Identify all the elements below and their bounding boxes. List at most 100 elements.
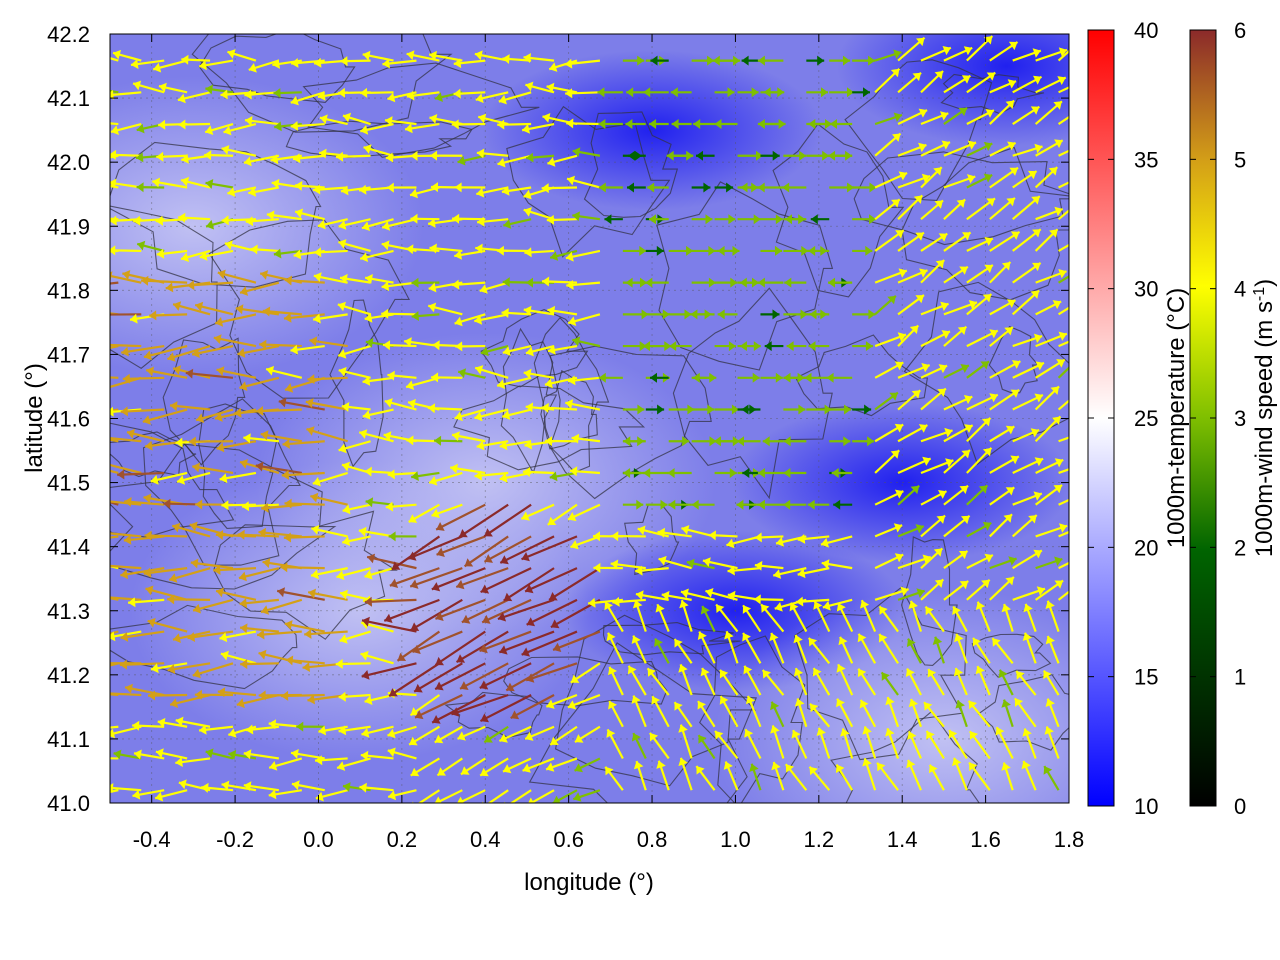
wind-vector [278,397,325,411]
wind-vector [524,725,555,741]
wind-vector-head [717,245,725,256]
y-tick-label: 41.8 [47,278,90,303]
wind-vector [783,468,807,478]
wind-vector-head [318,725,327,736]
wind-vector-head [410,707,420,716]
wind-vector [431,694,486,724]
contour-line [988,325,1040,394]
wind-vector [564,58,601,69]
wind-vector-shaft [110,757,119,760]
wind-vector-head [429,476,438,486]
wind-vector [280,562,325,573]
wind-vector [384,116,417,126]
wind-vector-head [136,152,144,163]
wind-vector-head [1074,268,1083,277]
wind-vector [364,693,394,705]
contour-line [583,111,679,218]
wind-vector-head [342,504,351,515]
wind-vector-head [961,75,971,84]
wind-vector-head [479,680,489,690]
wind-vector [1058,86,1069,94]
wind-vector [905,668,922,696]
wind-vector-head [125,683,133,694]
wind-vector [920,514,946,538]
wind-vector [192,662,234,679]
wind-vector [483,503,532,538]
wind-vector [761,669,785,696]
wind-vector-head [918,424,928,433]
wind-vector [522,467,555,477]
wind-vector [572,789,601,802]
wind-vector [1012,143,1043,157]
wind-vector [1058,530,1069,538]
wind-vector-head [384,398,393,408]
wind-vector [1045,698,1060,728]
wind-vector-head [1030,428,1040,438]
wind-vector-head [77,687,84,697]
wind-vector [498,725,532,743]
wind-vector-head [479,284,488,294]
wind-vector [943,265,969,284]
wind-vector-head [1044,726,1054,735]
wind-vector-head [261,605,270,615]
wind-vector-head [342,112,352,123]
wind-vector-head [546,699,555,709]
wind-vector-head [461,614,471,624]
wind-vector [237,529,279,540]
wind-vector-head [217,269,226,280]
wind-vector [110,564,142,570]
wind-vector [1034,100,1063,125]
wind-vector [645,245,664,256]
wind-vector-head [656,760,666,769]
wind-vector [191,345,234,358]
y-tick-label: 41.7 [47,342,90,367]
wind-vector-head [149,310,157,321]
wind-vector-head [340,273,348,284]
wind-vector-head [317,90,326,101]
wind-vector-head [741,55,749,66]
wind-vector-head [406,244,414,255]
wind-vector-head [261,502,269,513]
wind-vector [110,184,119,189]
wind-vector-head [772,150,780,161]
wind-vector-head [893,523,903,533]
wind-vector-head [568,316,577,326]
wind-vector-head [497,157,506,168]
wind-vector [387,370,417,381]
wind-vector [574,757,601,773]
wind-vector [545,693,578,709]
wind-vector [680,588,715,601]
wind-vector-head [273,88,281,98]
wind-vector [1035,579,1064,601]
wind-vector [526,152,555,163]
wind-vector [598,119,623,129]
wind-vector [829,55,851,66]
wind-vector-head [751,87,759,98]
wind-vector-head [953,668,964,677]
wind-vector-head [566,280,574,290]
wind-vector-head [169,573,178,583]
wind-vector [878,633,899,664]
wind-vector [359,249,394,262]
wind-vector-head [217,687,226,698]
wind-vector-head [715,730,724,740]
wind-vector-head [315,755,323,766]
wind-vector [304,629,348,639]
wind-vector [717,309,738,320]
wind-vector-head [364,466,372,477]
wind-vector-head [632,600,643,609]
wind-vector-head [387,92,396,103]
wind-vector-head [213,334,222,344]
wind-vector-head [110,340,111,350]
wind-vector [691,436,717,447]
wind-vector [943,300,978,316]
wind-vector-head [723,761,733,770]
wind-vector [1057,399,1069,411]
wind-vector-head [284,620,293,630]
wind-vector [691,182,711,193]
wind-vector-head [302,662,310,672]
wind-vector [547,345,578,355]
wind-vector [216,366,257,379]
contour-line [602,622,741,656]
